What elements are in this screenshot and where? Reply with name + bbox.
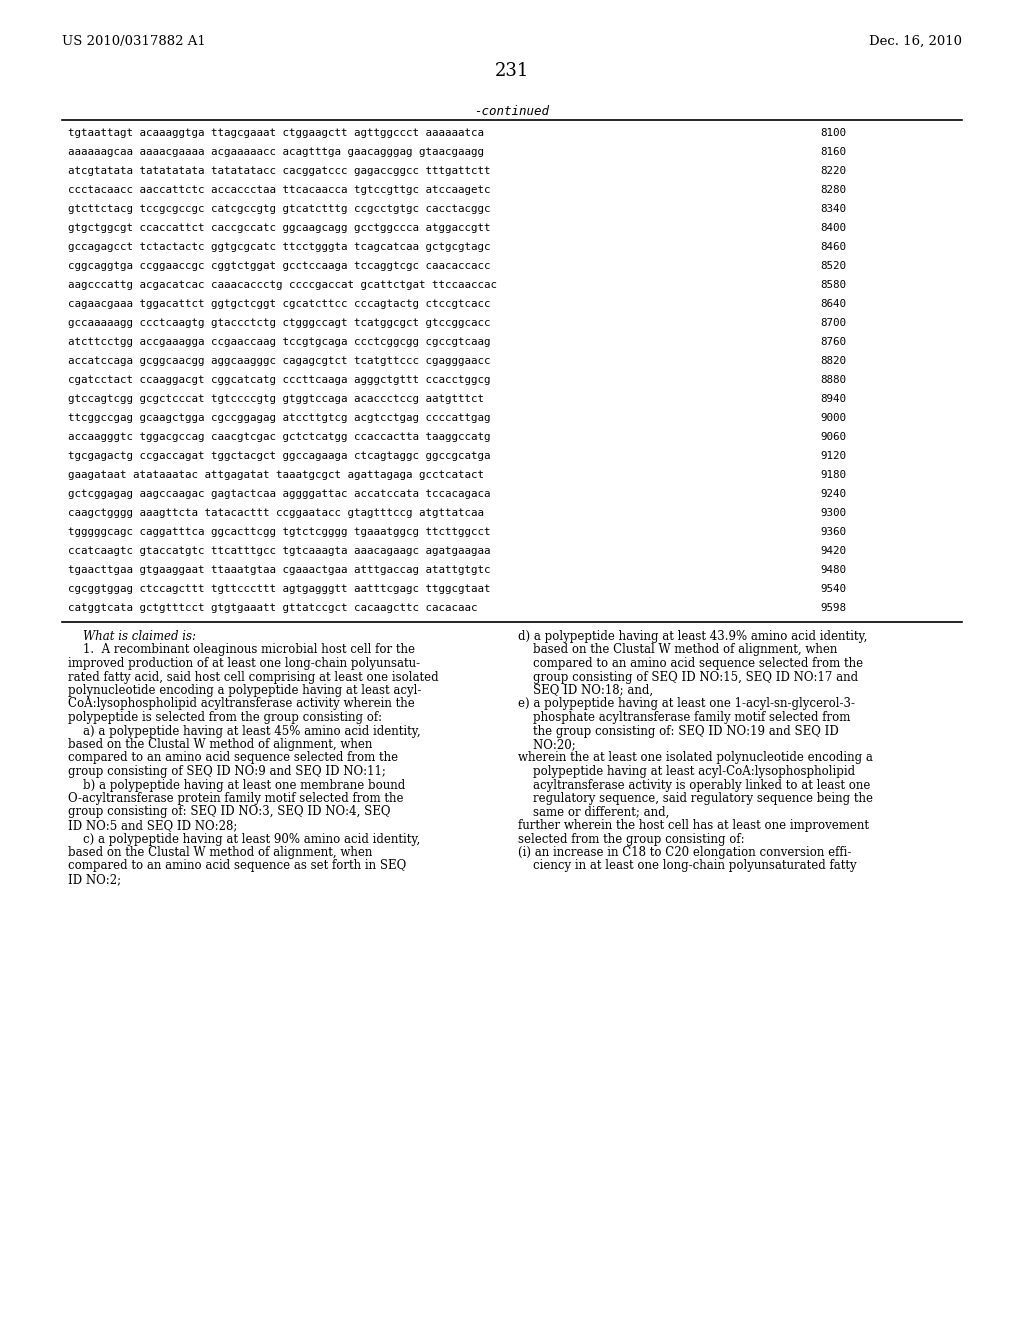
Text: 9598: 9598: [820, 603, 846, 612]
Text: ID NO:2;: ID NO:2;: [68, 873, 121, 886]
Text: cggcaggtga ccggaaccgc cggtctggat gcctccaaga tccaggtcgc caacaccacc: cggcaggtga ccggaaccgc cggtctggat gcctcca…: [68, 261, 490, 271]
Text: compared to an amino acid sequence selected from the: compared to an amino acid sequence selec…: [68, 751, 398, 764]
Text: NO:20;: NO:20;: [518, 738, 575, 751]
Text: cagaacgaaa tggacattct ggtgctcggt cgcatcttcc cccagtactg ctccgtcacc: cagaacgaaa tggacattct ggtgctcggt cgcatct…: [68, 300, 490, 309]
Text: accatccaga gcggcaacgg aggcaagggc cagagcgtct tcatgttccc cgagggaacc: accatccaga gcggcaacgg aggcaagggc cagagcg…: [68, 356, 490, 366]
Text: 8700: 8700: [820, 318, 846, 327]
Text: 8640: 8640: [820, 300, 846, 309]
Text: atcttcctgg accgaaagga ccgaaccaag tccgtgcaga ccctcggcgg cgccgtcaag: atcttcctgg accgaaagga ccgaaccaag tccgtgc…: [68, 337, 490, 347]
Text: group consisting of SEQ ID NO:9 and SEQ ID NO:11;: group consisting of SEQ ID NO:9 and SEQ …: [68, 766, 386, 777]
Text: 9540: 9540: [820, 583, 846, 594]
Text: 8280: 8280: [820, 185, 846, 195]
Text: 9060: 9060: [820, 432, 846, 442]
Text: aaaaaagcaa aaaacgaaaa acgaaaaacc acagtttga gaacagggag gtaacgaagg: aaaaaagcaa aaaacgaaaa acgaaaaacc acagttt…: [68, 147, 484, 157]
Text: b) a polypeptide having at least one membrane bound: b) a polypeptide having at least one mem…: [68, 779, 406, 792]
Text: improved production of at least one long-chain polyunsatu-: improved production of at least one long…: [68, 657, 420, 671]
Text: rated fatty acid, said host cell comprising at least one isolated: rated fatty acid, said host cell compris…: [68, 671, 438, 684]
Text: gctcggagag aagccaagac gagtactcaa aggggattac accatccata tccacagaca: gctcggagag aagccaagac gagtactcaa aggggat…: [68, 488, 490, 499]
Text: polypeptide is selected from the group consisting of:: polypeptide is selected from the group c…: [68, 711, 382, 723]
Text: 1.  A recombinant oleaginous microbial host cell for the: 1. A recombinant oleaginous microbial ho…: [68, 644, 415, 656]
Text: acyltransferase activity is operably linked to at least one: acyltransferase activity is operably lin…: [518, 779, 870, 792]
Text: ttcggccgag gcaagctgga cgccggagag atccttgtcg acgtcctgag ccccattgag: ttcggccgag gcaagctgga cgccggagag atccttg…: [68, 413, 490, 422]
Text: 8520: 8520: [820, 261, 846, 271]
Text: aagcccattg acgacatcac caaacaccctg ccccgaccat gcattctgat ttccaaccac: aagcccattg acgacatcac caaacaccctg ccccga…: [68, 280, 497, 290]
Text: ccctacaacc aaccattctc accaccctaa ttcacaacca tgtccgttgc atccaagetc: ccctacaacc aaccattctc accaccctaa ttcacaa…: [68, 185, 490, 195]
Text: (i) an increase in C18 to C20 elongation conversion effi-: (i) an increase in C18 to C20 elongation…: [518, 846, 851, 859]
Text: c) a polypeptide having at least 90% amino acid identity,: c) a polypeptide having at least 90% ami…: [68, 833, 420, 846]
Text: ID NO:5 and SEQ ID NO:28;: ID NO:5 and SEQ ID NO:28;: [68, 818, 238, 832]
Text: the group consisting of: SEQ ID NO:19 and SEQ ID: the group consisting of: SEQ ID NO:19 an…: [518, 725, 839, 738]
Text: gaagataat atataaatac attgagatat taaatgcgct agattagaga gcctcatact: gaagataat atataaatac attgagatat taaatgcg…: [68, 470, 484, 480]
Text: 9000: 9000: [820, 413, 846, 422]
Text: phosphate acyltransferase family motif selected from: phosphate acyltransferase family motif s…: [518, 711, 850, 723]
Text: 8340: 8340: [820, 205, 846, 214]
Text: polypeptide having at least acyl-CoA:lysophospholipid: polypeptide having at least acyl-CoA:lys…: [518, 766, 855, 777]
Text: selected from the group consisting of:: selected from the group consisting of:: [518, 833, 744, 846]
Text: compared to an amino acid sequence as set forth in SEQ: compared to an amino acid sequence as se…: [68, 859, 407, 873]
Text: O-acyltransferase protein family motif selected from the: O-acyltransferase protein family motif s…: [68, 792, 403, 805]
Text: same or different; and,: same or different; and,: [518, 805, 670, 818]
Text: ccatcaagtc gtaccatgtc ttcatttgcc tgtcaaagta aaacagaagc agatgaagaa: ccatcaagtc gtaccatgtc ttcatttgcc tgtcaaa…: [68, 546, 490, 556]
Text: wherein the at least one isolated polynucleotide encoding a: wherein the at least one isolated polynu…: [518, 751, 872, 764]
Text: 8100: 8100: [820, 128, 846, 139]
Text: a) a polypeptide having at least 45% amino acid identity,: a) a polypeptide having at least 45% ami…: [68, 725, 421, 738]
Text: Dec. 16, 2010: Dec. 16, 2010: [869, 36, 962, 48]
Text: CoA:lysophospholipid acyltransferase activity wherein the: CoA:lysophospholipid acyltransferase act…: [68, 697, 415, 710]
Text: 9120: 9120: [820, 451, 846, 461]
Text: gtccagtcgg gcgctcccat tgtccccgtg gtggtccaga acaccctccg aatgtttct: gtccagtcgg gcgctcccat tgtccccgtg gtggtcc…: [68, 393, 484, 404]
Text: gtgctggcgt ccaccattct caccgccatc ggcaagcagg gcctggccca atggaccgtt: gtgctggcgt ccaccattct caccgccatc ggcaagc…: [68, 223, 490, 234]
Text: tgtaattagt acaaaggtga ttagcgaaat ctggaagctt agttggccct aaaaaatca: tgtaattagt acaaaggtga ttagcgaaat ctggaag…: [68, 128, 484, 139]
Text: atcgtatata tatatatata tatatatacc cacggatccc gagaccggcc tttgattctt: atcgtatata tatatatata tatatatacc cacggat…: [68, 166, 490, 176]
Text: tgcgagactg ccgaccagat tggctacgct ggccagaaga ctcagtaggc ggccgcatga: tgcgagactg ccgaccagat tggctacgct ggccaga…: [68, 451, 490, 461]
Text: 9420: 9420: [820, 546, 846, 556]
Text: 8880: 8880: [820, 375, 846, 385]
Text: 8160: 8160: [820, 147, 846, 157]
Text: 8820: 8820: [820, 356, 846, 366]
Text: tgggggcagc caggatttca ggcacttcgg tgtctcgggg tgaaatggcg ttcttggcct: tgggggcagc caggatttca ggcacttcgg tgtctcg…: [68, 527, 490, 537]
Text: polynucleotide encoding a polypeptide having at least acyl-: polynucleotide encoding a polypeptide ha…: [68, 684, 421, 697]
Text: -continued: -continued: [474, 106, 550, 117]
Text: 231: 231: [495, 62, 529, 81]
Text: 9240: 9240: [820, 488, 846, 499]
Text: gccagagcct tctactactc ggtgcgcatc ttcctgggta tcagcatcaa gctgcgtagc: gccagagcct tctactactc ggtgcgcatc ttcctgg…: [68, 242, 490, 252]
Text: SEQ ID NO:18; and,: SEQ ID NO:18; and,: [518, 684, 653, 697]
Text: d) a polypeptide having at least 43.9% amino acid identity,: d) a polypeptide having at least 43.9% a…: [518, 630, 867, 643]
Text: ciency in at least one long-chain polyunsaturated fatty: ciency in at least one long-chain polyun…: [518, 859, 857, 873]
Text: 8400: 8400: [820, 223, 846, 234]
Text: 8580: 8580: [820, 280, 846, 290]
Text: 8760: 8760: [820, 337, 846, 347]
Text: 9180: 9180: [820, 470, 846, 480]
Text: 8220: 8220: [820, 166, 846, 176]
Text: group consisting of: SEQ ID NO:3, SEQ ID NO:4, SEQ: group consisting of: SEQ ID NO:3, SEQ ID…: [68, 805, 390, 818]
Text: accaagggtc tggacgccag caacgtcgac gctctcatgg ccaccactta taaggccatg: accaagggtc tggacgccag caacgtcgac gctctca…: [68, 432, 490, 442]
Text: 8940: 8940: [820, 393, 846, 404]
Text: gtcttctacg tccgcgccgc catcgccgtg gtcatctttg ccgcctgtgc cacctacggc: gtcttctacg tccgcgccgc catcgccgtg gtcatct…: [68, 205, 490, 214]
Text: catggtcata gctgtttcct gtgtgaaatt gttatccgct cacaagcttc cacacaac: catggtcata gctgtttcct gtgtgaaatt gttatcc…: [68, 603, 477, 612]
Text: 9300: 9300: [820, 508, 846, 517]
Text: based on the Clustal W method of alignment, when: based on the Clustal W method of alignme…: [518, 644, 838, 656]
Text: gccaaaaagg ccctcaagtg gtaccctctg ctgggccagt tcatggcgct gtccggcacc: gccaaaaagg ccctcaagtg gtaccctctg ctgggcc…: [68, 318, 490, 327]
Text: US 2010/0317882 A1: US 2010/0317882 A1: [62, 36, 206, 48]
Text: tgaacttgaa gtgaaggaat ttaaatgtaa cgaaactgaa atttgaccag atattgtgtc: tgaacttgaa gtgaaggaat ttaaatgtaa cgaaact…: [68, 565, 490, 576]
Text: 8460: 8460: [820, 242, 846, 252]
Text: caagctgggg aaagttcta tatacacttt ccggaatacc gtagtttccg atgttatcaa: caagctgggg aaagttcta tatacacttt ccggaata…: [68, 508, 484, 517]
Text: 9480: 9480: [820, 565, 846, 576]
Text: based on the Clustal W method of alignment, when: based on the Clustal W method of alignme…: [68, 846, 373, 859]
Text: compared to an amino acid sequence selected from the: compared to an amino acid sequence selec…: [518, 657, 863, 671]
Text: group consisting of SEQ ID NO:15, SEQ ID NO:17 and: group consisting of SEQ ID NO:15, SEQ ID…: [518, 671, 858, 684]
Text: e) a polypeptide having at least one 1-acyl-sn-glycerol-3-: e) a polypeptide having at least one 1-a…: [518, 697, 855, 710]
Text: regulatory sequence, said regulatory sequence being the: regulatory sequence, said regulatory seq…: [518, 792, 873, 805]
Text: What is claimed is:: What is claimed is:: [68, 630, 196, 643]
Text: 9360: 9360: [820, 527, 846, 537]
Text: cgcggtggag ctccagcttt tgttcccttt agtgagggtt aatttcgagc ttggcgtaat: cgcggtggag ctccagcttt tgttcccttt agtgagg…: [68, 583, 490, 594]
Text: cgatcctact ccaaggacgt cggcatcatg cccttcaaga agggctgttt ccacctggcg: cgatcctact ccaaggacgt cggcatcatg cccttca…: [68, 375, 490, 385]
Text: further wherein the host cell has at least one improvement: further wherein the host cell has at lea…: [518, 818, 869, 832]
Text: based on the Clustal W method of alignment, when: based on the Clustal W method of alignme…: [68, 738, 373, 751]
